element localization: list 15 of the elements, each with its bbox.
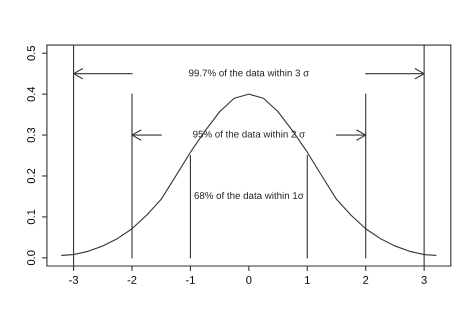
x-tick-label: -3 <box>69 276 78 284</box>
x-tick-label: 0 <box>246 276 252 284</box>
y-tick-label: 0.5 <box>27 46 36 61</box>
annotation: 99.7% of the data within 3 σ <box>189 69 309 76</box>
annotation: 68% of the data within 1σ <box>194 192 304 200</box>
x-tick-label: 1 <box>305 276 310 284</box>
x-tick-label: -1 <box>186 276 195 284</box>
y-tick-label: 0.2 <box>27 168 36 184</box>
x-tick-label: 2 <box>363 276 368 284</box>
x-tick-label: -2 <box>128 276 136 284</box>
y-tick-label: 0.1 <box>27 210 36 224</box>
y-tick-label: 0.3 <box>27 128 36 142</box>
x-tick-label: 3 <box>421 276 427 284</box>
y-tick-label: 0.0 <box>27 250 36 266</box>
y-tick-label: 0.4 <box>27 86 36 102</box>
